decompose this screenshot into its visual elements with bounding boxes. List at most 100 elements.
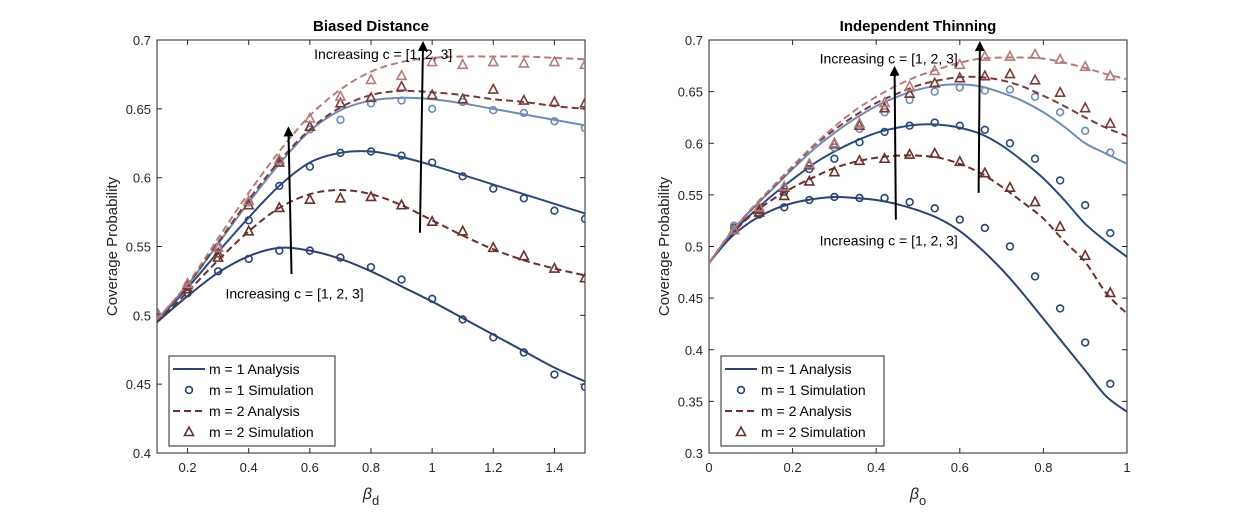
data-point: [489, 333, 498, 342]
x-tick-label: 0.2: [784, 460, 802, 475]
data-point: [828, 136, 841, 148]
data-point: [853, 154, 866, 166]
y-tick-label: 0.7: [685, 33, 703, 48]
data-point: [518, 249, 530, 261]
data-point: [304, 192, 316, 204]
x-tick-label: 1.4: [545, 460, 563, 475]
annotation-arrow: [889, 65, 900, 220]
y-tick-label: 0.65: [126, 102, 151, 117]
data-point: [242, 224, 255, 236]
data-point: [548, 95, 561, 107]
data-point: [366, 262, 376, 272]
y-axis-label: Coverage Probability: [104, 176, 121, 316]
x-tick-label: 0.6: [301, 460, 319, 475]
data-point: [930, 118, 939, 127]
x-tick-label: 1: [429, 460, 436, 475]
data-point: [1005, 139, 1015, 148]
data-point: [365, 73, 377, 85]
data-point: [1106, 148, 1115, 157]
data-point: [1004, 180, 1016, 192]
legend-label: m = 2 Simulation: [209, 424, 314, 440]
series-line: [709, 75, 1127, 264]
legend-label: m = 1 Analysis: [209, 361, 300, 377]
data-point: [275, 246, 284, 255]
data-point: [805, 195, 814, 205]
series-12: [728, 47, 1117, 235]
x-tick-label: 0.6: [951, 460, 969, 475]
data-point: [1079, 101, 1092, 113]
data-point: [1004, 67, 1016, 79]
y-tick-label: 0.55: [126, 240, 151, 255]
annotation-1: Increasing c = [1, 2, 3]: [820, 41, 985, 193]
data-point: [803, 157, 816, 169]
data-point: [855, 138, 864, 147]
data-point: [1029, 73, 1041, 85]
data-point: [903, 79, 916, 91]
data-point: [518, 93, 530, 105]
data-point: [980, 86, 990, 95]
series-line: [157, 89, 585, 321]
data-point: [1030, 92, 1040, 101]
annotation-arrow: [417, 41, 428, 233]
data-point: [427, 158, 437, 167]
data-point: [780, 203, 789, 212]
x-tick-label: 1.2: [484, 460, 502, 475]
data-point: [905, 197, 914, 207]
data-point: [305, 162, 315, 171]
legend-marker-triangle: [735, 425, 747, 437]
data-point: [953, 71, 966, 83]
data-point: [273, 201, 286, 213]
y-tick-label: 0.35: [678, 394, 703, 409]
data-point: [1104, 286, 1117, 298]
data-point: [955, 215, 964, 224]
data-point: [1029, 195, 1041, 207]
series-3: [709, 123, 1127, 264]
data-point: [489, 184, 498, 193]
data-point: [334, 191, 347, 203]
data-point: [305, 246, 315, 255]
data-point: [828, 165, 841, 177]
plot-area: [709, 47, 1127, 413]
data-point: [157, 305, 163, 317]
data-point: [1055, 108, 1065, 117]
series-line: [709, 123, 1127, 264]
data-point: [395, 198, 408, 210]
x-axis-label: βo: [909, 486, 926, 508]
data-point: [550, 206, 559, 215]
data-point: [518, 56, 530, 68]
data-point: [1029, 47, 1041, 59]
data-point: [456, 58, 469, 70]
legend-label: m = 1 Simulation: [761, 382, 866, 398]
data-point: [955, 121, 964, 130]
data-point: [336, 115, 345, 125]
data-point: [753, 200, 765, 212]
data-point: [458, 315, 467, 324]
legend: m = 1 Analysis m = 1 Simulation m = 2 Anal…: [168, 355, 336, 447]
data-point: [979, 49, 991, 61]
chart-panel-1: 0.2 0.4 0.6 0.8 1 1.2 1.4 0.4 0.45 0.5 0.55 0.6 0.65…: [104, 18, 586, 508]
y-tick-label: 0.6: [133, 171, 151, 186]
series-11: [157, 55, 585, 321]
x-axis-label: βd: [362, 486, 379, 508]
data-point: [1055, 304, 1065, 313]
chart-panel-2: 0 0.2 0.4 0.6 0.8 1 0.3 0.35 0.4 0.45 0.5 0.55 0.6 0.…: [656, 18, 1131, 508]
series-1: [709, 195, 1127, 413]
legend-label: m = 2 Analysis: [209, 403, 300, 419]
legend-marker-circle: [736, 385, 746, 395]
data-point: [519, 348, 529, 357]
legend-box: [168, 355, 336, 447]
data-point: [336, 253, 345, 262]
data-point: [853, 116, 866, 128]
data-point: [304, 111, 316, 123]
series-7: [157, 189, 585, 323]
series-line: [157, 55, 585, 321]
data-point: [580, 214, 585, 224]
data-point: [905, 121, 914, 130]
y-tick-label: 0.4: [133, 446, 151, 461]
data-point: [213, 267, 223, 276]
legend-label: m = 1 Analysis: [761, 361, 852, 377]
data-point: [979, 166, 991, 178]
data-point: [803, 174, 816, 186]
x-tick-label: 0.4: [867, 460, 885, 475]
data-point: [273, 155, 286, 167]
